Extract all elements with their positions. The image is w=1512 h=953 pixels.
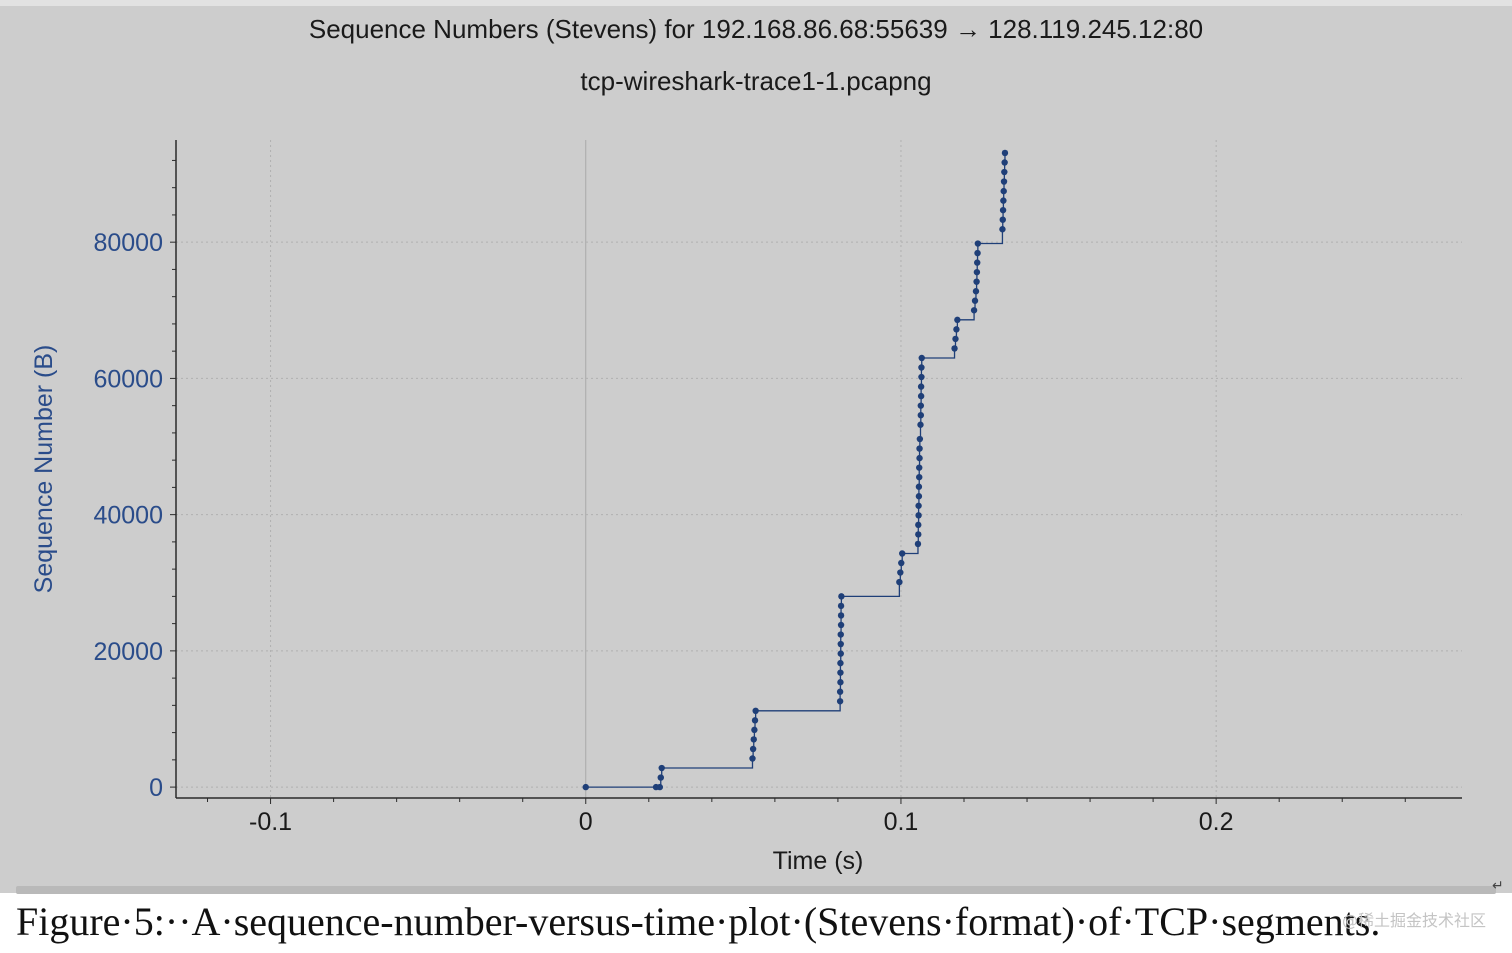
data-point (916, 464, 923, 471)
data-point (974, 259, 981, 266)
chart-subtitle: tcp-wireshark-trace1-1.pcapng (580, 66, 932, 96)
paragraph-mark: ↵ (1492, 878, 1504, 894)
data-point (952, 335, 959, 343)
data-point (970, 307, 978, 314)
data-point (999, 216, 1006, 223)
data-point (837, 679, 844, 686)
data-point (750, 736, 757, 743)
data-point (837, 669, 844, 676)
data-point (915, 521, 922, 529)
data-point (837, 640, 844, 648)
data-point (837, 659, 844, 667)
data-point (917, 402, 925, 409)
x-tick-label: 0 (579, 808, 593, 836)
data-point (899, 550, 906, 557)
data-point (915, 531, 922, 538)
data-point (915, 493, 923, 500)
data-point (896, 578, 903, 586)
chart-title: Sequence Numbers (Stevens) for 192.168.8… (308, 14, 1204, 44)
data-point (974, 240, 982, 247)
data-point (1000, 178, 1008, 185)
data-point (751, 726, 758, 734)
data-point (837, 612, 845, 619)
data-point (837, 621, 845, 629)
data-point (918, 373, 925, 381)
data-point (951, 345, 958, 352)
data-point (914, 540, 922, 548)
figure-caption: Figure·5:··A·sequence-number-versus-time… (16, 899, 1381, 944)
data-point (916, 454, 923, 462)
data-point (918, 364, 925, 371)
data-point (973, 278, 980, 285)
data-point (752, 707, 759, 715)
data-point (915, 483, 923, 490)
data-point (837, 650, 844, 657)
data-point (1001, 159, 1008, 166)
horizontal-scrollbar[interactable] (16, 886, 1496, 894)
data-point (837, 631, 844, 638)
y-tick-label: 60000 (93, 365, 163, 393)
data-point (999, 206, 1007, 214)
data-point (973, 268, 981, 276)
data-point (1001, 168, 1008, 176)
data-point (749, 745, 757, 753)
series-layer (582, 149, 1009, 791)
y-tick-label: 20000 (93, 638, 163, 666)
plot-panel: Sequence Numbers (Stevens) for 192.168.8… (0, 0, 1512, 894)
data-point (898, 559, 905, 567)
data-point (917, 421, 924, 428)
data-point (838, 593, 845, 600)
data-point (837, 602, 845, 610)
data-point (954, 316, 961, 324)
grid-layer (176, 140, 1462, 798)
data-point (1000, 187, 1007, 195)
data-point (656, 783, 664, 791)
data-point (999, 226, 1006, 233)
watermark: @稀土掘金技术社区 (1341, 911, 1486, 930)
data-point (1000, 197, 1007, 204)
data-point (658, 764, 665, 772)
data-point (971, 297, 979, 304)
data-point (1001, 149, 1009, 157)
y-tick-label: 40000 (93, 502, 163, 530)
data-point (917, 411, 925, 419)
data-point (972, 288, 980, 295)
y-axis-label: Sequence Number (B) (30, 345, 58, 594)
top-rule (0, 0, 1512, 6)
data-point (582, 783, 589, 791)
data-point (974, 249, 981, 257)
data-point (916, 473, 923, 481)
x-tick-label: 0.1 (884, 808, 919, 836)
data-point (836, 698, 844, 705)
x-tick-label: -0.1 (249, 808, 292, 836)
step-connector (585, 152, 1006, 788)
data-point (918, 354, 925, 362)
axis-layer: -0.1 0 0.1 0.2 0 20000 40000 60000 80000 (93, 140, 1462, 836)
data-point (917, 392, 925, 400)
data-point (751, 717, 759, 724)
data-point (915, 502, 922, 509)
data-point (836, 688, 844, 695)
sequence-chart: -0.1 0 0.1 0.2 0 20000 40000 60000 80000 Time (s… (30, 140, 1462, 875)
data-point (749, 755, 756, 762)
data-point (917, 383, 925, 390)
x-tick-label: 0.2 (1199, 808, 1234, 836)
data-point (916, 435, 924, 443)
y-tick-label: 0 (149, 774, 163, 802)
y-tick-label: 80000 (93, 229, 163, 257)
data-point (897, 569, 904, 576)
data-point (915, 512, 922, 519)
data-point (953, 326, 960, 333)
data-point (916, 445, 923, 452)
data-point (657, 774, 664, 781)
x-axis-label: Time (s) (773, 847, 864, 875)
